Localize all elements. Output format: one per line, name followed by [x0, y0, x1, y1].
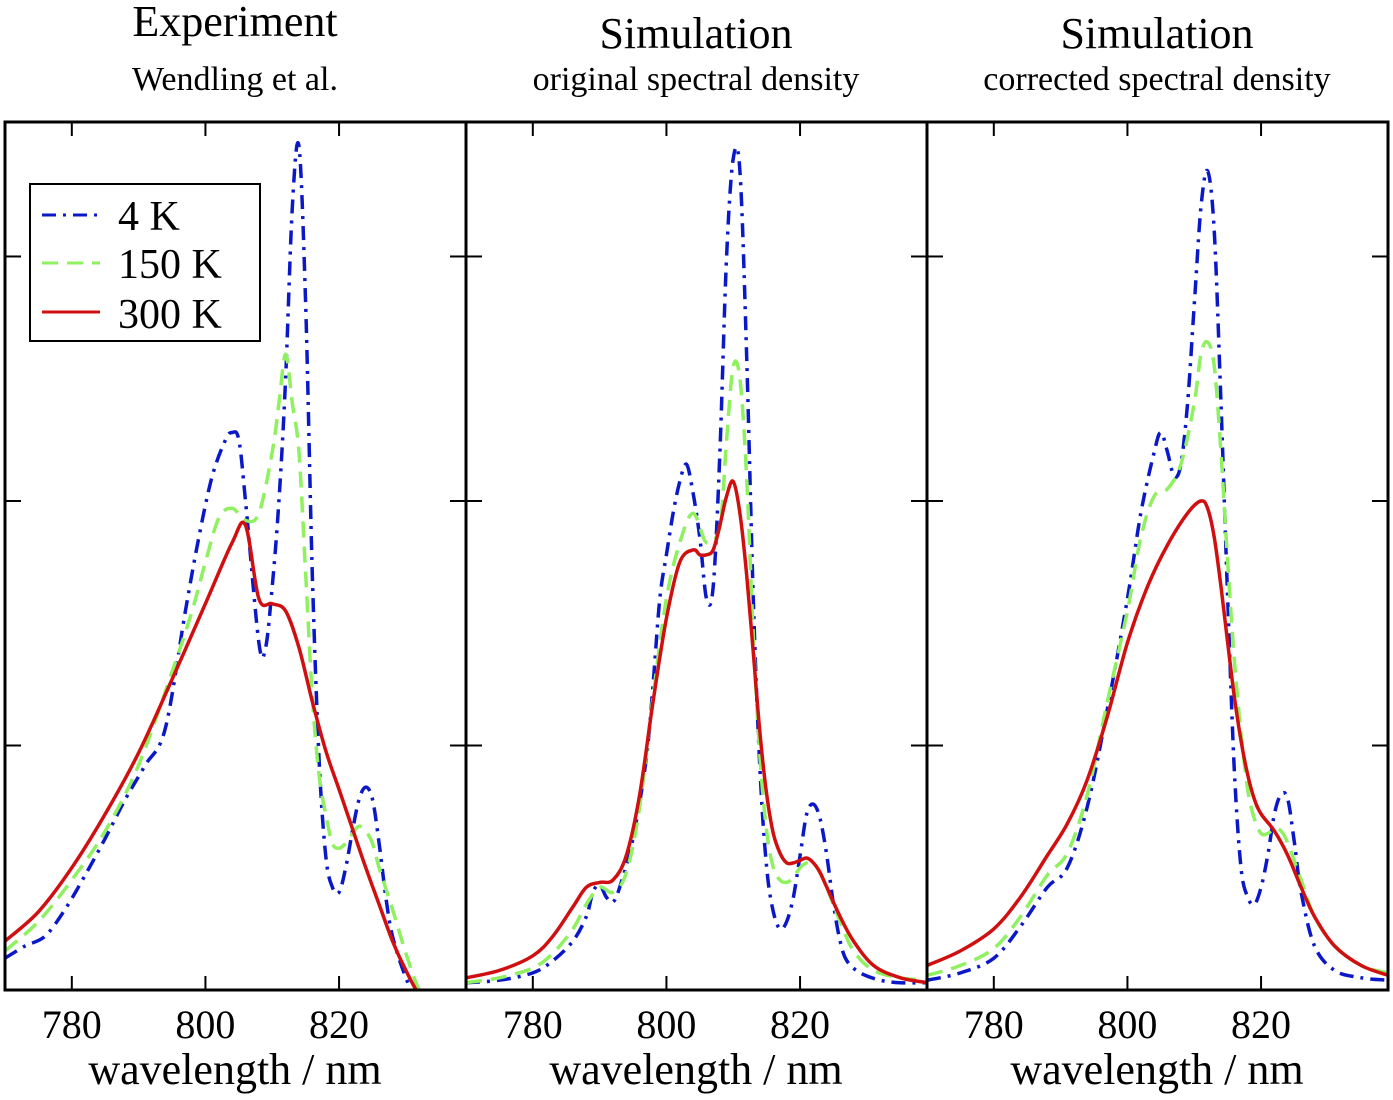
x-tick-label: 820 [1231, 1002, 1291, 1047]
x-tick-labels: 780 800 820 [964, 1002, 1291, 1047]
x-tick-label: 820 [309, 1002, 369, 1047]
series-line-4k [466, 145, 927, 985]
axis-ticks [927, 122, 1388, 990]
x-axis-label: wavelength / nm [549, 1045, 842, 1094]
panel-title: Simulation [599, 9, 792, 58]
panel-simulation-corrected: Simulation corrected spectral density 78… [927, 9, 1388, 1094]
x-axis-label: wavelength / nm [1010, 1045, 1303, 1094]
x-axis-label: wavelength / nm [88, 1045, 381, 1094]
series-line-4k [927, 168, 1388, 982]
x-tick-label: 820 [770, 1002, 830, 1047]
series-line-4k [5, 141, 413, 990]
panel-experiment: Experiment Wendling et al. 780 800 820 wav… [5, 0, 466, 1094]
series-line-300k [5, 520, 419, 990]
x-tick-labels: 780 800 820 [503, 1002, 830, 1047]
series-line-150k [927, 339, 1388, 977]
x-tick-label: 780 [964, 1002, 1024, 1047]
plot-frame [3, 120, 1390, 992]
x-tick-labels: 780 800 820 [42, 1002, 369, 1047]
legend-label: 4 K [118, 194, 180, 240]
legend-label: 300 K [118, 292, 222, 338]
x-tick-label: 780 [42, 1002, 102, 1047]
x-tick-label: 780 [503, 1002, 563, 1047]
series-line-150k [5, 352, 422, 990]
plot-curves [466, 145, 927, 985]
legend-entry-300k: 300 K [42, 292, 222, 338]
x-tick-label: 800 [1097, 1002, 1157, 1047]
panel-simulation-original: Simulation original spectral density 780… [466, 9, 927, 1094]
x-tick-label: 800 [636, 1002, 696, 1047]
panel-subtitle: original spectral density [533, 61, 860, 98]
legend-entry-4k: 4 K [42, 194, 180, 240]
plot-curves [5, 141, 422, 990]
series-line-300k [927, 499, 1388, 977]
panel-title: Simulation [1060, 9, 1253, 58]
x-tick-label: 800 [175, 1002, 235, 1047]
axis-ticks [5, 122, 466, 990]
panel-subtitle: corrected spectral density [983, 61, 1330, 98]
legend-entry-150k: 150 K [42, 242, 222, 288]
panel-subtitle: Wendling et al. [132, 61, 338, 98]
axis-ticks [466, 122, 927, 990]
legend-label: 150 K [118, 242, 222, 288]
series-line-300k [466, 479, 927, 985]
panel-title: Experiment [132, 0, 337, 46]
legend: 4 K 150 K 300 K [29, 183, 261, 342]
plot-curves [927, 168, 1388, 982]
series-line-150k [466, 359, 927, 985]
